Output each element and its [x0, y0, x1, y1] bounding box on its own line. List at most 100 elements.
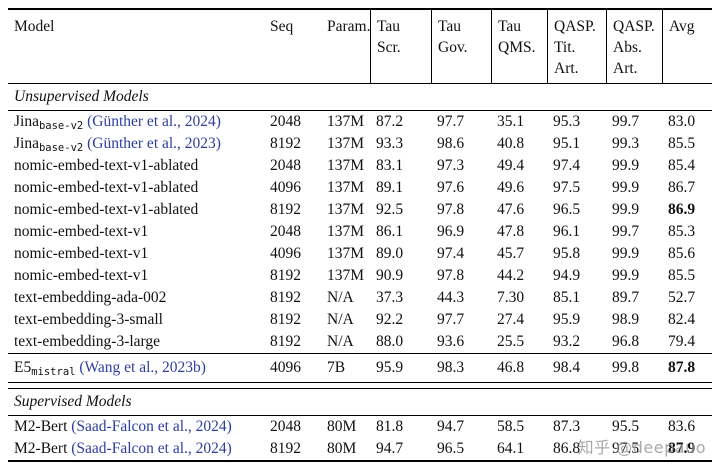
qasp-tit-value: 95.1 — [553, 135, 581, 152]
separator-rule — [8, 388, 712, 389]
model-subscript: mistral — [31, 366, 76, 378]
model-name: nomic-embed-text-v1 — [14, 267, 149, 284]
avg-value: 85.4 — [668, 157, 696, 174]
table-row: E5mistral (Wang et al., 2023b) 4096 7B 95.9… — [8, 357, 708, 379]
qasp-abs-value: 99.9 — [612, 267, 640, 284]
tau-scr-value: 83.1 — [376, 157, 404, 174]
tau-gov-value: 97.7 — [437, 311, 465, 328]
table-row: text-embedding-ada-002 8192 N/A 37.3 44.3 7.3… — [8, 287, 708, 309]
qasp-tit-value: 96.5 — [553, 201, 581, 218]
tau-gov-value: 97.6 — [437, 179, 465, 196]
qasp-abs-value: 99.7 — [612, 113, 640, 130]
tau-gov-value: 96.9 — [437, 223, 465, 240]
tau-scr-value: 89.1 — [376, 179, 404, 196]
qasp-abs-value: 99.7 — [612, 223, 640, 240]
avg-value: 85.5 — [668, 267, 696, 284]
model-cell: M2-Bert (Saad-Falcon et al., 2024) — [8, 438, 264, 460]
tau-qms-value: 44.2 — [497, 267, 525, 284]
qasp-tit-value: 86.8 — [553, 440, 581, 457]
model-cell: nomic-embed-text-v1-ablated — [8, 199, 264, 221]
avg-value: 86.9 — [668, 201, 696, 218]
bottom-rule — [8, 460, 712, 462]
tau-qms-value: 7.30 — [497, 289, 525, 306]
tau-gov-value: 96.5 — [437, 440, 465, 457]
unsupervised-rows-block: Jina base-v2 (Günther et al., 2024) 2048 13… — [8, 111, 712, 353]
tau-gov-value: 98.3 — [437, 359, 465, 376]
model-name: Jina — [14, 113, 39, 130]
header-label: Abs. — [613, 39, 642, 56]
qasp-tit-value: 94.9 — [553, 267, 581, 284]
tau-qms-value: 25.5 — [497, 333, 525, 350]
seq-value: 8192 — [270, 201, 301, 218]
header-label: Tau — [498, 18, 522, 35]
param-value: N/A — [327, 289, 354, 306]
model-cell: nomic-embed-text-v1 — [8, 221, 264, 243]
citation-link[interactable]: (Wang et al., 2023b) — [75, 359, 206, 376]
tau-scr-value: 37.3 — [376, 289, 404, 306]
tau-gov-value: 44.3 — [437, 289, 465, 306]
qasp-abs-value: 99.8 — [612, 359, 640, 376]
citation-link[interactable]: (Saad-Falcon et al., 2024) — [67, 418, 232, 435]
model-cell: M2-Bert (Saad-Falcon et al., 2024) — [8, 416, 264, 438]
model-cell: text-embedding-3-small — [8, 309, 264, 331]
header-label: Tau — [438, 18, 462, 35]
qasp-abs-value: 96.8 — [612, 333, 640, 350]
table-row: nomic-embed-text-v1 4096 137M 89.0 97.4 45.7 9… — [8, 243, 708, 265]
tau-scr-value: 92.2 — [376, 311, 404, 328]
param-value: 80M — [327, 418, 357, 435]
qasp-tit-value: 98.4 — [553, 359, 581, 376]
param-value: 137M — [327, 179, 365, 196]
separator-rule — [8, 382, 712, 383]
qasp-tit-value: 97.5 — [553, 179, 581, 196]
citation-link[interactable]: (Günther et al., 2024) — [83, 113, 221, 130]
col-header-model: Model — [8, 10, 264, 83]
avg-value: 85.3 — [668, 223, 696, 240]
separator-rule — [8, 353, 712, 354]
qasp-tit-value: 95.9 — [553, 311, 581, 328]
tau-scr-value: 95.9 — [376, 359, 404, 376]
avg-value: 83.0 — [668, 113, 696, 130]
model-cell: E5mistral (Wang et al., 2023b) — [8, 357, 264, 379]
qasp-abs-value: 97.5 — [612, 440, 640, 457]
header-label: Art. — [613, 60, 638, 77]
model-cell: nomic-embed-text-v1 — [8, 243, 264, 265]
qasp-abs-value: 99.9 — [612, 157, 640, 174]
model-name: nomic-embed-text-v1-ablated — [14, 157, 199, 174]
model-name: nomic-embed-text-v1-ablated — [14, 179, 199, 196]
tau-gov-value: 97.7 — [437, 113, 465, 130]
citation-link[interactable]: (Saad-Falcon et al., 2024) — [67, 440, 232, 457]
avg-value: 83.6 — [668, 418, 696, 435]
qasp-tit-value: 85.1 — [553, 289, 581, 306]
model-subscript: base-v2 — [38, 142, 84, 154]
seq-value: 2048 — [270, 418, 301, 435]
separator-rule — [8, 83, 712, 84]
tau-scr-value: 87.2 — [376, 113, 404, 130]
header-label: Scr. — [377, 39, 401, 56]
col-header-qasp-tit: QASP. Tit. Art. — [547, 10, 606, 83]
model-name: nomic-embed-text-v1 — [14, 245, 149, 262]
header-label: QMS. — [498, 39, 536, 56]
param-value: 137M — [327, 113, 365, 130]
citation-link[interactable]: (Günther et al., 2023) — [83, 135, 221, 152]
avg-value: 87.9 — [668, 440, 696, 457]
header-label: Param. — [327, 18, 371, 35]
col-header-avg: Avg — [662, 10, 708, 83]
model-name: E5 — [14, 359, 32, 376]
param-value: N/A — [327, 311, 354, 328]
tau-scr-value: 94.7 — [376, 440, 404, 457]
tau-gov-value: 93.6 — [437, 333, 465, 350]
tau-scr-value: 81.8 — [376, 418, 404, 435]
seq-value: 2048 — [270, 157, 301, 174]
seq-value: 4096 — [270, 245, 301, 262]
avg-value: 82.4 — [668, 311, 696, 328]
avg-value: 86.7 — [668, 179, 696, 196]
section-title-supervised: Supervised Models — [14, 393, 132, 410]
tau-qms-value: 64.1 — [497, 440, 525, 457]
tau-qms-value: 49.6 — [497, 179, 525, 196]
header-label: Art. — [554, 60, 579, 77]
seq-value: 8192 — [270, 311, 301, 328]
table-row: nomic-embed-text-v1-ablated 8192 137M 92.5 9… — [8, 199, 708, 221]
header-label: QASP. — [613, 18, 655, 35]
model-name: M2-Bert — [14, 418, 68, 435]
